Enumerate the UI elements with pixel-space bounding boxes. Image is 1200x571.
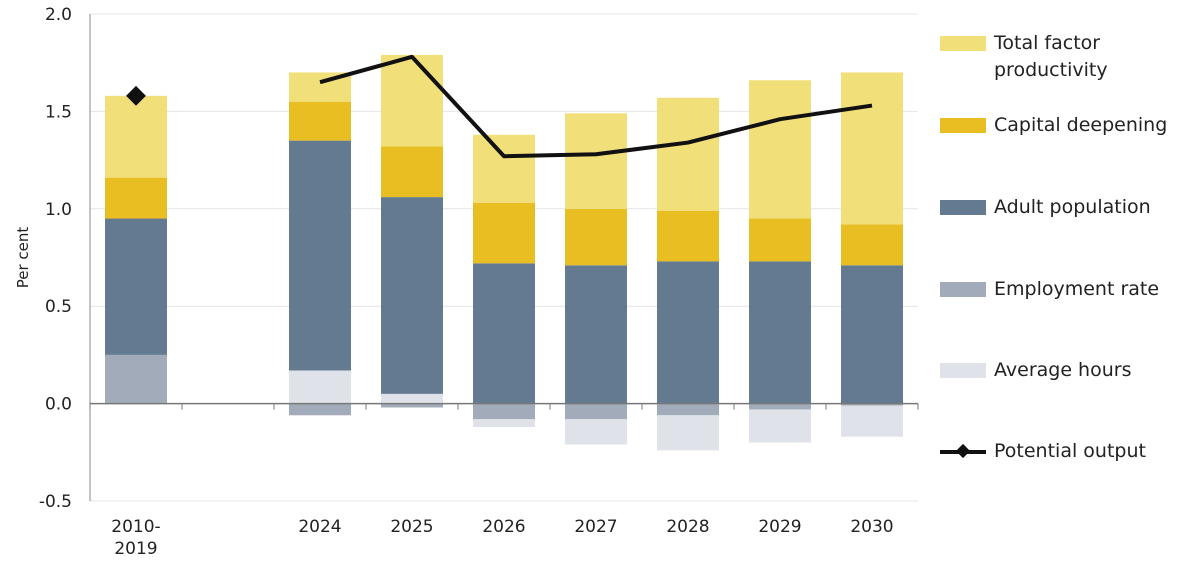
bar-total-factor-productivity: [381, 54, 443, 147]
bar-average-hours: [565, 419, 627, 445]
x-tick-label: 2029: [758, 517, 801, 537]
x-tick-label: 2026: [482, 517, 525, 537]
x-tick-label: 2024: [298, 517, 341, 537]
legend-label: Adult population: [994, 194, 1151, 221]
bar-average-hours: [841, 405, 903, 437]
y-tick-label: 1.0: [45, 200, 72, 220]
x-tick-label: 2027: [574, 517, 617, 537]
legend-swatch: [940, 282, 986, 297]
bar-employment-rate: [473, 403, 535, 420]
bar-employment-rate: [565, 403, 627, 420]
legend-label: Employment rate: [994, 276, 1159, 303]
legend-label-line: productivity: [994, 59, 1108, 81]
bar-employment-rate: [657, 403, 719, 416]
bar-average-hours: [657, 415, 719, 451]
legend-label-line: Potential output: [994, 440, 1146, 462]
legend-label-line: Employment rate: [994, 278, 1160, 300]
bar-capital-deepening: [105, 177, 167, 219]
legend-item: Potential output: [940, 438, 1146, 465]
bar-capital-deepening: [289, 101, 351, 141]
y-tick-label: 0.5: [45, 297, 72, 317]
bar-total-factor-productivity: [473, 134, 535, 203]
bar-adult-population: [105, 218, 167, 355]
bar-employment-rate: [105, 354, 167, 404]
bar-adult-population: [565, 265, 627, 404]
bar-employment-rate: [749, 403, 811, 410]
legend-label: Capital deepening: [994, 112, 1167, 139]
bar-capital-deepening: [381, 146, 443, 198]
potential-output-line: [319, 54, 873, 159]
bar-average-hours: [749, 409, 811, 443]
bar-capital-deepening: [657, 210, 719, 262]
y-tick-label: 0.0: [45, 395, 72, 415]
bar-total-factor-productivity: [105, 95, 167, 178]
legend-item: Total factor productivity: [940, 30, 1108, 84]
bar-average-hours: [473, 419, 535, 427]
x-tick-label: 2019: [114, 539, 157, 559]
bar-employment-rate: [841, 403, 903, 406]
bar-employment-rate: [289, 403, 351, 416]
bar-capital-deepening: [565, 208, 627, 266]
legend-item: Average hours: [940, 357, 1131, 384]
y-tick-label: -0.5: [39, 492, 72, 512]
legend-label: Potential output: [994, 438, 1146, 465]
bar-adult-population: [381, 197, 443, 394]
legend-label: Total factor productivity: [994, 30, 1108, 84]
x-tick-label: 2010-: [111, 517, 160, 537]
y-tick-label: 1.5: [45, 102, 72, 122]
legend-item: Adult population: [940, 194, 1151, 221]
x-tick-label: 2025: [390, 517, 433, 537]
legend-label-line: Adult population: [994, 196, 1151, 218]
legend-label-line: Total factor: [994, 32, 1101, 54]
bar-average-hours: [381, 393, 443, 404]
bar-employment-rate: [381, 403, 443, 408]
legend-swatch: [940, 443, 986, 459]
legend-item: Employment rate: [940, 276, 1159, 303]
bar-average-hours: [289, 370, 351, 404]
bar-adult-population: [289, 140, 351, 371]
bar-adult-population: [473, 263, 535, 404]
legend-swatch: [940, 36, 986, 51]
bar-adult-population: [657, 261, 719, 404]
legend-label-line: Capital deepening: [994, 114, 1168, 136]
legend-swatch: [940, 200, 986, 215]
legend-label-line: Average hours: [994, 359, 1132, 381]
bar-capital-deepening: [473, 202, 535, 264]
legend-label: Average hours: [994, 357, 1131, 384]
y-tick-label: 2.0: [45, 5, 72, 25]
chart-plot: 2.0 1.5 1.0 0.5 0.0 -0.5 Per cent 2010-2019 2024…: [14, 5, 919, 559]
bar-adult-population: [749, 261, 811, 404]
bar-total-factor-productivity: [841, 72, 903, 225]
legend-item: Capital deepening: [940, 112, 1167, 139]
bar-capital-deepening: [749, 218, 811, 262]
x-tick-label: 2030: [850, 517, 893, 537]
legend-swatch: [940, 363, 986, 378]
bar-total-factor-productivity: [749, 80, 811, 219]
y-axis-label: Per cent: [14, 227, 32, 289]
bar-adult-population: [841, 265, 903, 404]
potential-output-marker: [126, 85, 146, 106]
bar-total-factor-productivity: [565, 113, 627, 209]
bar-capital-deepening: [841, 224, 903, 266]
x-tick-label: 2028: [666, 517, 709, 537]
bar-total-factor-productivity: [657, 97, 719, 211]
legend-swatch: [940, 118, 986, 133]
